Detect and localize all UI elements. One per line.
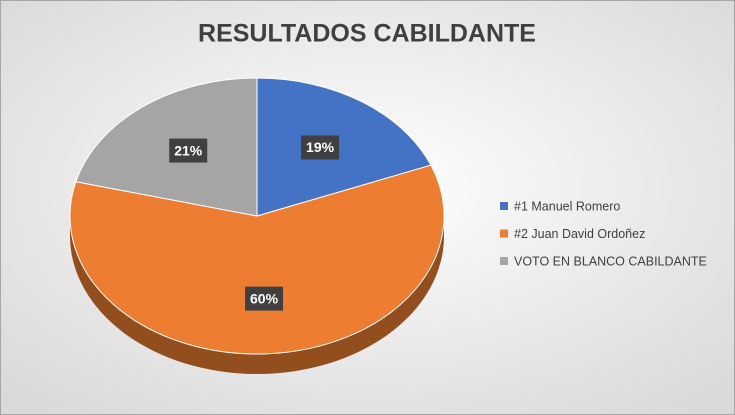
legend-label: #1 Manuel Romero (514, 199, 620, 213)
data-label-box (169, 138, 208, 163)
legend-label: #2 Juan David Ordoñez (514, 227, 645, 241)
data-label-box (301, 135, 340, 160)
data-label-box (245, 286, 284, 311)
data-label: 19% (306, 139, 335, 155)
legend-swatch (500, 257, 508, 265)
pie-slice (256, 77, 432, 217)
legend-label: VOTO EN BLANCO CABILDANTE (514, 254, 707, 268)
data-label: 21% (174, 142, 203, 158)
pie-slice (75, 77, 258, 217)
pie-slice (69, 164, 445, 355)
data-label: 60% (250, 290, 279, 306)
chart-title: RESULTADOS CABILDANTE (198, 20, 536, 48)
legend-swatch (500, 229, 508, 238)
legend-swatch (500, 202, 508, 210)
